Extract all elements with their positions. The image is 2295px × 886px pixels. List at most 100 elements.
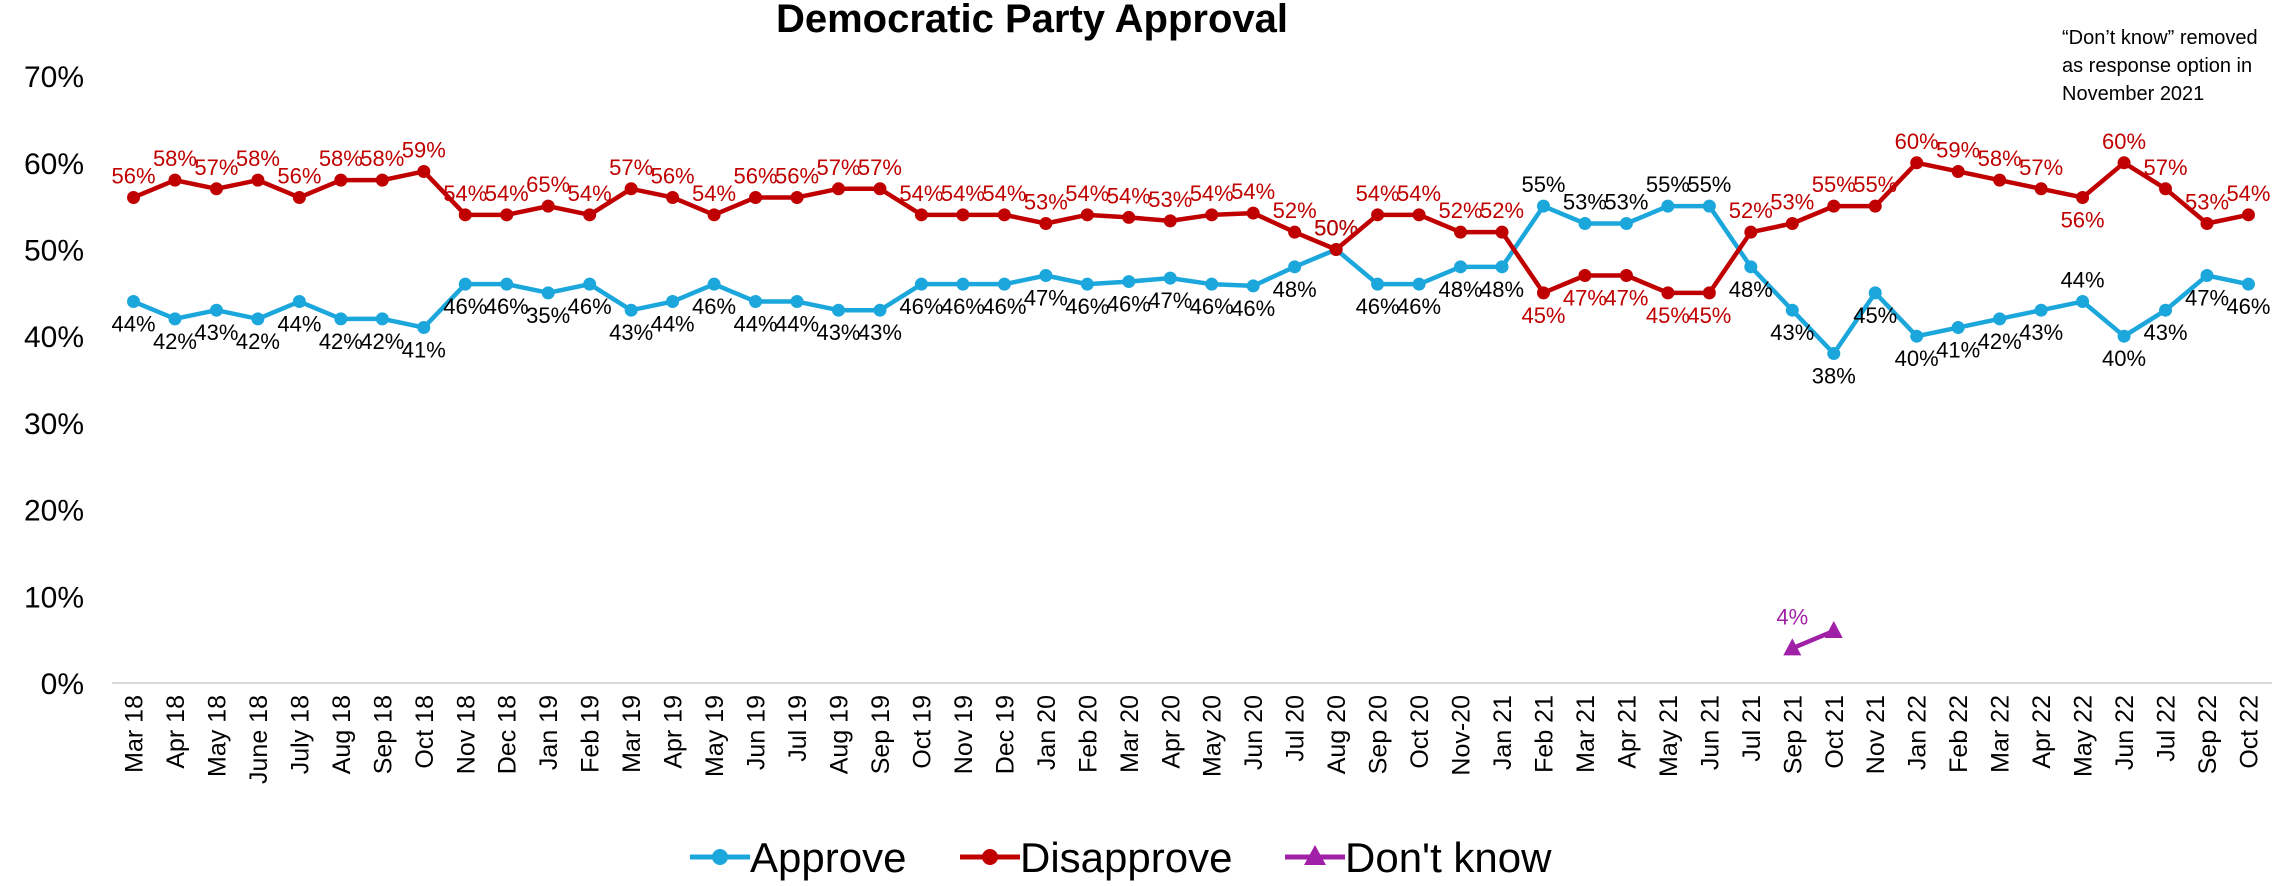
- x-tick-label: Oct 19: [908, 695, 936, 769]
- data-point: [1371, 208, 1385, 222]
- data-label: 54%: [692, 181, 736, 206]
- data-point: [666, 190, 680, 204]
- data-label: 41%: [402, 338, 446, 363]
- data-label: 58%: [1978, 146, 2022, 171]
- y-tick-label: 20%: [24, 495, 84, 528]
- data-point: [583, 208, 597, 222]
- data-label: 45%: [1853, 303, 1897, 328]
- data-point: [956, 208, 970, 222]
- data-label: 50%: [1314, 216, 1358, 241]
- data-point: [251, 173, 265, 187]
- data-point: [666, 295, 680, 309]
- data-point: [1827, 347, 1841, 361]
- data-point: [1246, 206, 1260, 220]
- data-label: 48%: [1729, 277, 1773, 302]
- data-point: [292, 295, 306, 309]
- data-label: 54%: [899, 181, 943, 206]
- data-label: 65%: [526, 172, 570, 197]
- data-label: 4%: [1776, 604, 1808, 629]
- data-point: [1080, 277, 1094, 291]
- data-label: 54%: [568, 181, 612, 206]
- data-label: 46%: [1190, 294, 1234, 319]
- data-point: [1495, 225, 1509, 239]
- data-label: 54%: [941, 181, 985, 206]
- data-point: [831, 182, 845, 196]
- data-point: [873, 303, 887, 317]
- data-label: 46%: [568, 294, 612, 319]
- y-tick-label: 0%: [41, 668, 84, 701]
- data-label: 54%: [1107, 183, 1151, 208]
- x-tick-label: May 20: [1199, 695, 1227, 777]
- data-point: [1454, 260, 1468, 274]
- x-tick-label: Sep 19: [867, 695, 895, 774]
- data-label: 46%: [1107, 292, 1151, 317]
- series-line: [1791, 628, 1835, 651]
- x-tick-label: May 22: [2070, 695, 2098, 777]
- data-point: [1744, 225, 1758, 239]
- x-tick-label: Aug 18: [328, 695, 356, 774]
- data-point: [1039, 216, 1053, 230]
- data-point: [1122, 210, 1136, 224]
- data-point: [417, 321, 431, 335]
- data-point: [790, 295, 804, 309]
- data-point: [1744, 260, 1758, 274]
- data-label: 44%: [2061, 268, 2105, 293]
- data-label: 47%: [1604, 286, 1648, 311]
- data-label: 47%: [1024, 286, 1068, 311]
- data-label: 56%: [734, 163, 778, 188]
- data-point: [1993, 312, 2007, 326]
- data-point: [914, 208, 928, 222]
- data-point: [749, 190, 763, 204]
- data-label: 53%: [1024, 189, 1068, 214]
- data-label: 38%: [1812, 364, 1856, 389]
- data-point: [1288, 260, 1302, 274]
- x-tick-label: July 18: [286, 695, 314, 774]
- data-label: 60%: [1895, 129, 1939, 154]
- data-label: 53%: [1148, 187, 1192, 212]
- data-point: [1824, 620, 1843, 638]
- y-tick-label: 40%: [24, 321, 84, 354]
- x-tick-label: Nov 18: [452, 695, 480, 774]
- data-point: [2159, 303, 2173, 317]
- data-point: [2076, 190, 2090, 204]
- data-label: 52%: [1439, 198, 1483, 223]
- data-label: 52%: [1480, 198, 1524, 223]
- x-tick-label: Mar 22: [1987, 695, 2015, 773]
- data-label: 55%: [1521, 172, 1565, 197]
- data-label: 45%: [1687, 303, 1731, 328]
- data-label: 44%: [277, 312, 321, 337]
- x-tick-label: Sep 20: [1365, 695, 1393, 774]
- data-point: [500, 208, 514, 222]
- data-label: 58%: [153, 146, 197, 171]
- data-label: 44%: [734, 312, 778, 337]
- legend-label: Approve: [750, 834, 906, 881]
- data-label: 46%: [2226, 294, 2270, 319]
- data-label: 47%: [1563, 286, 1607, 311]
- data-label: 42%: [360, 329, 404, 354]
- x-tick-label: Mar 19: [618, 695, 646, 773]
- data-label: 52%: [1729, 198, 1773, 223]
- legend: Approve Disapprove Don't know: [690, 834, 1552, 881]
- data-label: 60%: [2102, 129, 2146, 154]
- data-point: [831, 303, 845, 317]
- data-point: [541, 286, 555, 300]
- data-point: [1785, 303, 1799, 317]
- legend-item: Disapprove: [960, 834, 1232, 881]
- x-tick-label: Dec 19: [991, 695, 1019, 774]
- data-label: 53%: [1563, 189, 1607, 214]
- x-tick-label: Jul 22: [2153, 695, 2181, 762]
- data-label: 56%: [651, 163, 695, 188]
- data-label: 48%: [1480, 277, 1524, 302]
- data-point: [1371, 277, 1385, 291]
- x-tick-label: Nov 19: [950, 695, 978, 774]
- data-point: [1578, 216, 1592, 230]
- data-label: 42%: [1978, 329, 2022, 354]
- series-line: [132, 203, 2249, 356]
- x-tick-label: Jun 21: [1696, 695, 1724, 770]
- data-point: [1205, 277, 1219, 291]
- x-tick-label: Oct 18: [411, 695, 439, 769]
- y-tick-label: 30%: [24, 408, 84, 441]
- x-tick-label: Feb 19: [577, 695, 605, 773]
- data-label: 57%: [2144, 155, 2188, 180]
- data-point: [1951, 164, 1965, 178]
